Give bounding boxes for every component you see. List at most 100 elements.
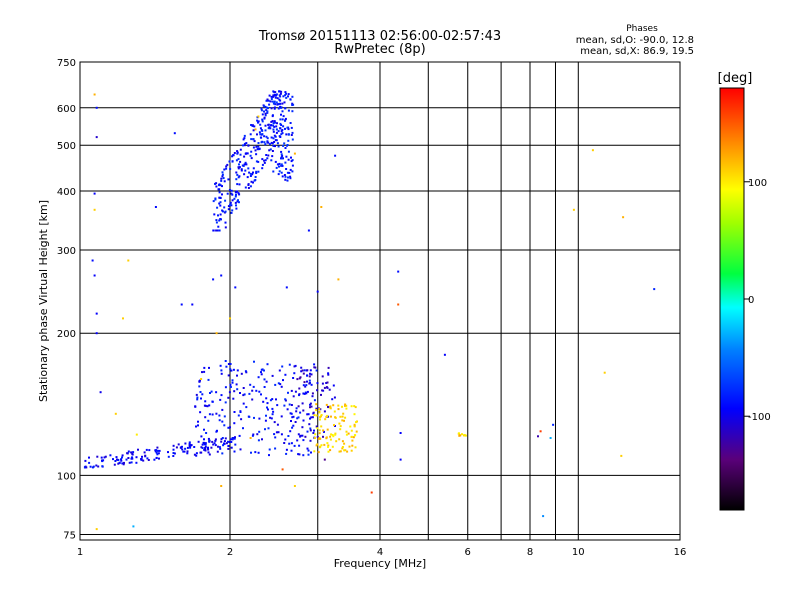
data-point <box>120 458 122 461</box>
data-point <box>224 401 227 404</box>
data-point <box>537 435 539 438</box>
data-point <box>230 192 233 195</box>
data-point <box>249 154 252 157</box>
data-point <box>315 409 318 412</box>
data-point <box>287 435 290 437</box>
data-point <box>289 175 292 178</box>
data-point <box>234 436 236 439</box>
data-point <box>154 450 157 453</box>
data-point <box>302 439 305 442</box>
data-point <box>255 153 258 156</box>
data-point <box>197 420 199 423</box>
data-point <box>196 398 199 401</box>
data-point <box>287 95 289 98</box>
x-tick-label: 4 <box>377 547 383 558</box>
data-point <box>120 459 123 462</box>
data-point <box>263 369 265 372</box>
data-point <box>247 187 250 189</box>
data-point <box>345 407 348 410</box>
data-point <box>264 428 266 431</box>
data-point <box>327 445 329 448</box>
data-point <box>92 465 95 468</box>
data-point <box>290 404 293 406</box>
data-point <box>267 123 270 126</box>
data-point <box>338 450 341 453</box>
data-point <box>180 303 183 306</box>
data-point <box>259 133 262 136</box>
data-point <box>348 445 351 448</box>
data-point <box>281 110 284 113</box>
data-point <box>316 290 319 293</box>
data-point <box>284 127 286 130</box>
data-point <box>283 404 286 407</box>
data-point <box>248 392 251 395</box>
data-point <box>255 170 258 173</box>
data-point <box>202 441 205 444</box>
data-point <box>223 168 226 171</box>
data-point <box>254 451 257 454</box>
data-point <box>258 131 261 134</box>
data-point <box>276 103 279 106</box>
data-point <box>339 428 342 431</box>
data-point <box>325 382 328 384</box>
data-point <box>254 149 257 152</box>
data-point <box>306 430 309 433</box>
data-point <box>131 456 133 459</box>
data-point <box>327 372 330 375</box>
data-point <box>218 183 221 186</box>
data-point <box>220 485 223 487</box>
data-point <box>270 95 273 98</box>
data-point <box>157 449 159 452</box>
data-point <box>317 451 320 454</box>
data-point <box>172 452 175 454</box>
data-point <box>289 168 292 171</box>
data-point <box>208 404 211 407</box>
data-point <box>268 448 271 451</box>
data-point <box>263 159 266 162</box>
data-point <box>268 143 271 146</box>
data-point <box>155 456 158 459</box>
data-point <box>274 160 277 163</box>
data-point <box>297 416 300 419</box>
data-point <box>156 453 159 456</box>
data-point <box>294 364 297 367</box>
data-point <box>255 172 258 174</box>
data-point <box>280 106 282 109</box>
data-point <box>217 225 220 228</box>
data-point <box>221 175 224 178</box>
colorbar <box>719 87 745 511</box>
data-point <box>332 404 335 407</box>
data-point <box>227 426 230 429</box>
data-point <box>230 369 233 372</box>
data-point <box>278 135 281 138</box>
data-point <box>261 133 264 136</box>
data-point <box>260 393 262 396</box>
data-point <box>227 208 230 211</box>
phases-x-stats: mean, sd,X: 86.9, 19.5 <box>580 46 694 57</box>
data-point <box>310 383 313 386</box>
data-point <box>118 461 121 464</box>
data-point <box>285 155 288 158</box>
data-point <box>345 430 348 433</box>
data-point <box>96 455 99 458</box>
data-point <box>141 455 143 458</box>
data-point <box>337 408 340 411</box>
data-point <box>341 415 344 418</box>
data-point <box>287 128 290 131</box>
data-point <box>370 491 373 494</box>
data-point <box>244 186 247 189</box>
data-point <box>251 389 254 392</box>
data-point <box>246 176 249 179</box>
data-point <box>231 209 234 212</box>
data-point <box>264 112 267 115</box>
x-tick-label: 2 <box>227 547 233 558</box>
data-point <box>207 378 210 381</box>
data-point <box>219 204 222 207</box>
data-point <box>264 143 267 146</box>
data-point <box>214 439 217 442</box>
data-point <box>196 396 199 399</box>
data-point <box>603 371 606 374</box>
data-point <box>263 378 266 381</box>
data-point <box>327 366 330 369</box>
data-point <box>116 458 118 461</box>
